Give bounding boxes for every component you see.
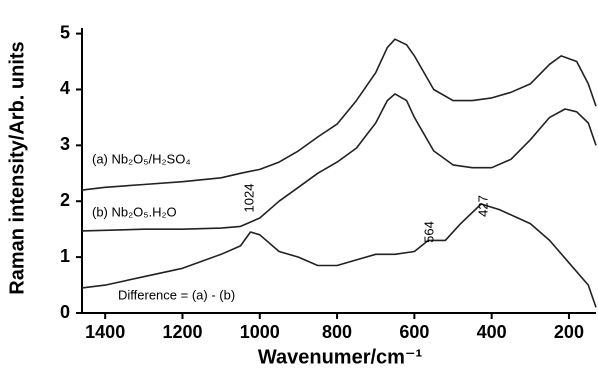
y-tick-label: 4 [60, 78, 70, 98]
annotation: 427 [475, 195, 490, 217]
annotation: 1024 [241, 184, 256, 213]
y-axis-label: Raman intensity/Arb. units [6, 41, 28, 294]
y-tick-label: 5 [60, 22, 70, 42]
x-tick-label: 200 [554, 322, 584, 342]
x-tick-label: 400 [477, 322, 507, 342]
x-tick-label: 1000 [240, 322, 280, 342]
annotation: 564 [421, 221, 436, 243]
series-line [81, 93, 597, 232]
series-line [81, 38, 597, 191]
x-tick-label: 800 [322, 322, 352, 342]
y-tick-label: 1 [60, 246, 70, 266]
y-tick-label: 2 [60, 190, 70, 210]
series-label: (a) Nb₂O₅/H₂SO₄ [92, 151, 191, 166]
series-line [81, 203, 597, 308]
y-tick-label: 3 [60, 134, 70, 154]
series-label: (b) Nb₂O₅.H₂O [92, 204, 177, 219]
series-label: Difference = (a) - (b) [118, 287, 235, 302]
x-tick-label: 1200 [162, 322, 202, 342]
x-axis-label: Wavenumer/cm⁻¹ [258, 346, 423, 368]
x-tick-label: 1400 [85, 322, 125, 342]
y-tick-label: 0 [60, 302, 70, 322]
x-tick-label: 600 [399, 322, 429, 342]
